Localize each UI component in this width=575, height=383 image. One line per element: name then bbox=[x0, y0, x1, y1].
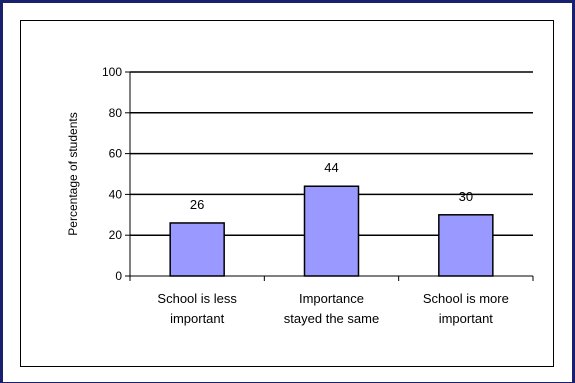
y-tick-label-20: 20 bbox=[109, 228, 123, 242]
y-tick-label-100: 100 bbox=[102, 65, 122, 79]
bar-1 bbox=[303, 185, 360, 277]
x-category-label-2-1: important bbox=[439, 311, 494, 326]
y-tick-label-60: 60 bbox=[109, 147, 123, 161]
x-category-label-0-0: School is less bbox=[157, 291, 237, 306]
bar-0 bbox=[169, 222, 225, 277]
y-tick-label-40: 40 bbox=[109, 187, 123, 201]
data-label-2: 30 bbox=[459, 189, 473, 204]
y-axis-title: Percentage of students bbox=[66, 112, 80, 235]
y-tick-label-80: 80 bbox=[109, 106, 123, 120]
data-label-1: 44 bbox=[324, 160, 338, 175]
bar-2 bbox=[438, 214, 494, 277]
chart-area-border bbox=[20, 20, 554, 367]
x-category-label-1-0: Importance bbox=[299, 291, 364, 306]
data-label-0: 26 bbox=[190, 197, 204, 212]
x-category-label-0-1: important bbox=[170, 311, 225, 326]
x-category-label-1-1: stayed the same bbox=[284, 311, 379, 326]
y-tick-label-0: 0 bbox=[115, 269, 122, 283]
x-category-label-2-0: School is more bbox=[423, 291, 509, 306]
